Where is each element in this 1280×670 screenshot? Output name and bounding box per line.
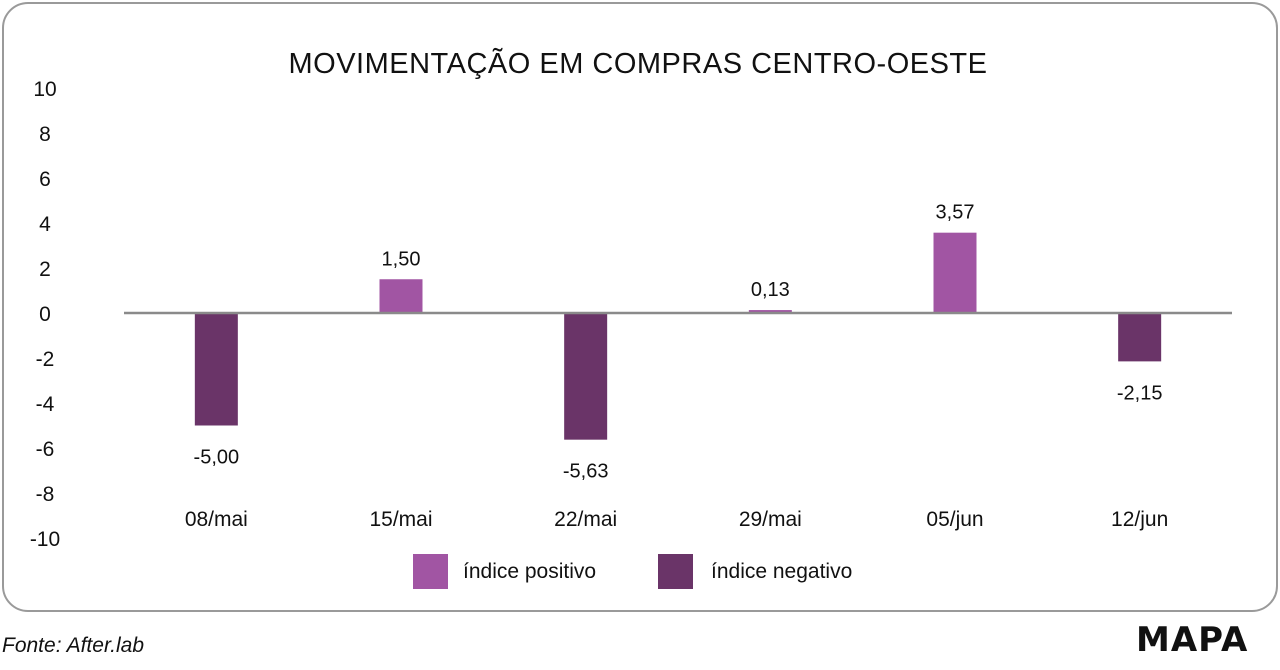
y-tick-label: -6 (36, 438, 55, 461)
bar (748, 310, 792, 313)
data-label: -5,00 (194, 447, 240, 469)
data-label: 0,13 (751, 279, 790, 301)
data-label: -5,63 (563, 461, 609, 483)
bar (564, 313, 608, 440)
y-tick-label: 4 (39, 213, 51, 236)
x-tick-label: 15/mai (369, 508, 432, 531)
mapa-logo: MAPA (1136, 620, 1249, 660)
legend-swatch-negative (658, 554, 693, 589)
y-tick-label: 6 (39, 168, 51, 191)
y-tick-label: 0 (39, 303, 51, 326)
x-tick-label: 05/jun (926, 508, 983, 531)
y-tick-label: 8 (39, 123, 51, 146)
legend-negative: índice negativo (658, 554, 852, 589)
y-tick-label: 2 (39, 258, 51, 281)
source-note: Fonte: After.lab (2, 634, 145, 657)
chart-title: MOVIMENTAÇÃO EM COMPRAS CENTRO-OESTE (288, 48, 988, 80)
x-tick-label: 12/jun (1111, 508, 1168, 531)
x-tick-label: 22/mai (554, 508, 617, 531)
y-tick-label: -10 (30, 528, 60, 551)
data-label: 1,50 (382, 248, 421, 270)
x-tick-label: 08/mai (185, 508, 248, 531)
bar (379, 279, 423, 313)
data-label: 3,57 (936, 202, 975, 224)
bar (933, 232, 977, 313)
y-tick-label: -2 (36, 348, 55, 371)
legend-positive: índice positivo (413, 554, 596, 589)
bar (194, 313, 238, 426)
x-tick-label: 29/mai (739, 508, 802, 531)
legend-label-negative: índice negativo (711, 559, 853, 583)
y-tick-label: -4 (36, 393, 55, 416)
bar (1118, 313, 1162, 362)
data-label: -2,15 (1117, 382, 1163, 404)
y-tick-label: -8 (36, 483, 55, 506)
legend-swatch-positive (413, 554, 448, 589)
y-tick-label: 10 (33, 78, 56, 101)
chart-card (2, 2, 1278, 612)
legend-label-positive: índice positivo (463, 559, 597, 583)
